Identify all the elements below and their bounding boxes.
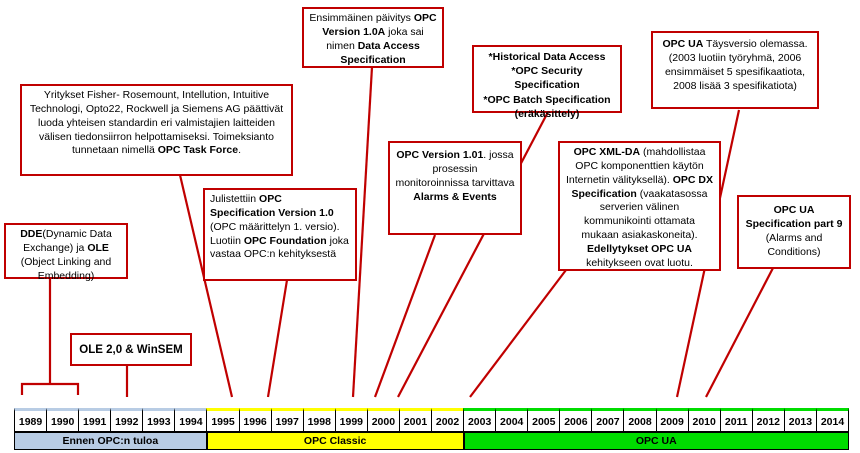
year-cell-2004: 2004 [495, 408, 528, 432]
task-force-title: OPC Task Force [157, 144, 239, 157]
era-bar-0: Ennen OPC:n tuloa [14, 432, 207, 450]
year-cell-1993: 1993 [142, 408, 175, 432]
opc-ua-full-version-box: OPC UA Täysversio olemassa. (2003 luotii… [651, 31, 819, 109]
year-cell-1992: 1992 [110, 408, 143, 432]
year-cell-2013: 2013 [783, 408, 816, 432]
year-cell-1989: 1989 [14, 408, 47, 432]
year-cell-1994: 1994 [174, 408, 207, 432]
year-cell-1999: 1999 [334, 408, 367, 432]
year-cell-2010: 2010 [687, 408, 720, 432]
ole2-winsem-box: OLE 2,0 & WinSEM [70, 333, 192, 366]
year-cell-1997: 1997 [270, 408, 303, 432]
year-cell-2005: 2005 [527, 408, 560, 432]
ole-title: OLE [87, 241, 109, 254]
opc-task-force-box: Yritykset Fisher- Rosemount, Intellution… [20, 84, 293, 176]
historical-security-batch-box: *Historical Data Access *OPC Security Sp… [472, 45, 622, 120]
year-cell-1990: 1990 [46, 408, 79, 432]
v101-connector [373, 234, 437, 398]
year-cell-2000: 2000 [366, 408, 399, 432]
year-cell-1996: 1996 [238, 408, 271, 432]
years-row: 1989 1990 1991 1992 1993 1994 1995 1996 1997 1998… [14, 408, 850, 434]
year-cell-2011: 2011 [719, 408, 752, 432]
opc-spec-1-0-box: Julistettiin OPC Specification Version 1… [203, 188, 357, 281]
year-cell-2003: 2003 [463, 408, 496, 432]
year-cell-1995: 1995 [206, 408, 239, 432]
year-cell-2002: 2002 [431, 408, 464, 432]
era-bar-2: OPC UA [463, 432, 849, 450]
era-bar-1: OPC Classic [206, 432, 464, 450]
taskforce-connector [178, 174, 234, 398]
year-cell-2008: 2008 [623, 408, 656, 432]
dde-title: DDE [20, 228, 43, 240]
spec10-connector [266, 279, 289, 398]
part9-connector [705, 267, 774, 398]
year-timeline: 1989 1990 1991 1992 1993 1994 1995 1996 1997 1998… [14, 408, 850, 434]
opc-ua-part9-box: OPC UA Specification part 9 (Alarms and … [737, 195, 851, 269]
dde-ole-box: DDE(Dynamic Data Exchange) ja OLE (Objec… [4, 223, 128, 282]
year-cell-2009: 2009 [655, 408, 688, 432]
year-cell-1991: 1991 [78, 408, 111, 432]
year-cell-2012: 2012 [751, 408, 784, 432]
opc-version-1-0a-box: Ensimmäinen päivitys OPC Version 1.0A jo… [302, 7, 444, 68]
xmlda-connector [469, 269, 567, 398]
year-cell-2014: 2014 [815, 408, 850, 432]
eras-row: Ennen OPC:n tuloa OPC Classic OPC UA [14, 432, 849, 450]
year-cell-1998: 1998 [302, 408, 335, 432]
year-cell-2006: 2006 [559, 408, 592, 432]
hist-connector [397, 111, 549, 398]
opc-version-1-01-box: OPC Version 1.01. jossa prosessin monito… [388, 141, 522, 235]
v10a-connector [351, 66, 374, 398]
year-cell-2007: 2007 [591, 408, 624, 432]
dde-bracket [20, 268, 80, 395]
year-cell-2001: 2001 [398, 408, 432, 432]
opc-xml-da-dx-box: OPC XML-DA (mahdollistaa OPC komponentti… [558, 141, 721, 271]
